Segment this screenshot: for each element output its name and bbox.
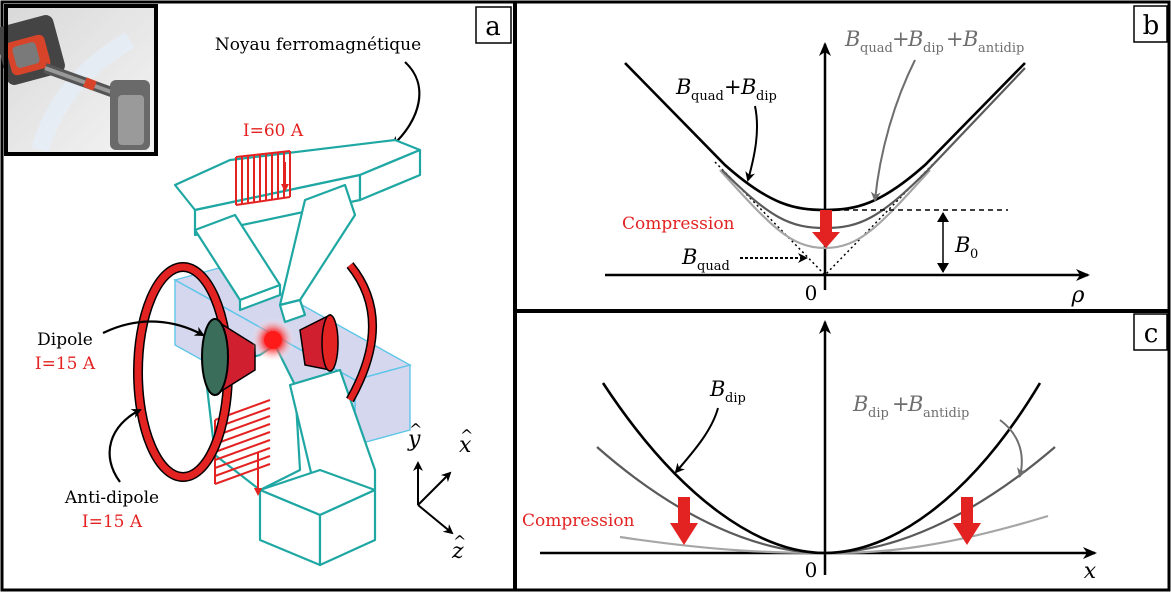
beam-spot — [264, 331, 282, 349]
label-bquad-bdip: B quad + B dip — [675, 75, 777, 104]
arrow-bquad-bdip-bantidip — [870, 59, 916, 202]
y-axis-symbol: y — [407, 427, 421, 452]
panel-c-label-text: c — [1144, 319, 1159, 349]
svg-text:quad: quad — [697, 259, 730, 274]
compression-arrow-c-right-shaft — [961, 497, 973, 525]
panel-b: b 0 ρ B 0 Compression B quad + B di — [605, 5, 1168, 308]
compression-arrow-b-shaft — [820, 210, 832, 234]
arrow-bdip-bantidip — [999, 419, 1027, 478]
svg-text:antidip: antidip — [923, 406, 969, 421]
bquad-bdip-bantidip-curve-light — [719, 169, 931, 250]
quad-current-label: I=60 A — [243, 121, 304, 141]
svg-text:dip: dip — [725, 391, 746, 406]
svg-text:dip: dip — [868, 406, 889, 421]
panel-b-label-text: b — [1143, 11, 1160, 41]
panel-c-origin: 0 — [805, 558, 818, 582]
y-axis-hat: ^ — [409, 420, 422, 439]
panel-a-label-text: a — [485, 12, 501, 42]
antidipole-current-label: I=15 A — [82, 512, 143, 532]
quad-coil-upper — [235, 150, 291, 206]
svg-text:antidip: antidip — [978, 41, 1024, 56]
core-label: Noyau ferromagnétique — [215, 35, 421, 55]
svg-text:+: + — [892, 392, 910, 416]
antidipole-arrow — [108, 409, 142, 483]
svg-text:B: B — [740, 75, 756, 99]
compression-label-c: Compression — [522, 511, 635, 531]
z-axis-symbol: z — [451, 539, 464, 564]
b0-symbol: B — [954, 233, 970, 257]
svg-text:quad: quad — [860, 41, 893, 56]
compression-label-b: Compression — [622, 214, 735, 234]
panel-c: c 0 x Compression B dip B dip + B antidi… — [522, 313, 1168, 584]
compression-arrow-b-head — [812, 232, 840, 248]
x-axis-hat: ^ — [460, 426, 473, 445]
label-bquad-bdip-bantidip: B quad + B dip + B antidip — [844, 27, 1024, 56]
svg-text:+: + — [946, 27, 964, 51]
svg-text:quad: quad — [691, 89, 724, 104]
dipole-arrow — [102, 320, 205, 336]
svg-text:B: B — [962, 27, 978, 51]
label-bdip-bantidip: B dip + B antidip — [852, 392, 969, 421]
svg-text:+: + — [724, 75, 742, 99]
svg-text:dip: dip — [756, 89, 777, 104]
panel-b-label: b — [1133, 5, 1168, 43]
b0-sub: 0 — [970, 247, 978, 262]
dipole-label: Dipole — [37, 330, 93, 350]
coordinate-axes: y ^ x ^ z ^ — [407, 420, 473, 564]
panel-b-x-symbol: ρ — [1071, 283, 1085, 308]
svg-text:B: B — [709, 377, 725, 401]
svg-text:B: B — [907, 27, 923, 51]
panel-a: a Noyau ferromagnétique I=60 A — [0, 4, 512, 567]
bdip-curve — [601, 382, 1042, 555]
arrow-bdip — [674, 407, 719, 474]
compression-arrow-c-left-shaft — [678, 497, 690, 525]
panel-c-x-symbol: x — [1084, 559, 1097, 584]
antidipole-label: Anti-dipole — [64, 488, 159, 508]
back-ring — [347, 263, 376, 402]
compression-arrow-c-right-head — [953, 523, 981, 545]
svg-text:B: B — [675, 75, 691, 99]
photo-inset — [0, 4, 158, 156]
core-arrow — [391, 61, 421, 147]
x-axis-symbol: x — [459, 433, 472, 458]
svg-text:dip: dip — [923, 41, 944, 56]
dipole-current-label: I=15 A — [35, 354, 96, 374]
svg-text:B: B — [852, 392, 868, 416]
panel-a-label: a — [475, 6, 512, 44]
panel-b-origin: 0 — [805, 281, 818, 305]
svg-text:+: + — [892, 27, 910, 51]
panel-c-label: c — [1133, 313, 1168, 351]
dipole-cones — [201, 313, 339, 397]
label-bdip: B dip — [709, 377, 746, 406]
arrow-bquad-bdip — [745, 105, 758, 182]
z-axis-hat: ^ — [453, 532, 466, 551]
compression-arrow-c-left-head — [670, 523, 698, 545]
svg-text:B: B — [907, 392, 923, 416]
svg-text:B: B — [681, 245, 697, 269]
svg-text:B: B — [844, 27, 860, 51]
label-bquad: B quad — [681, 245, 730, 274]
